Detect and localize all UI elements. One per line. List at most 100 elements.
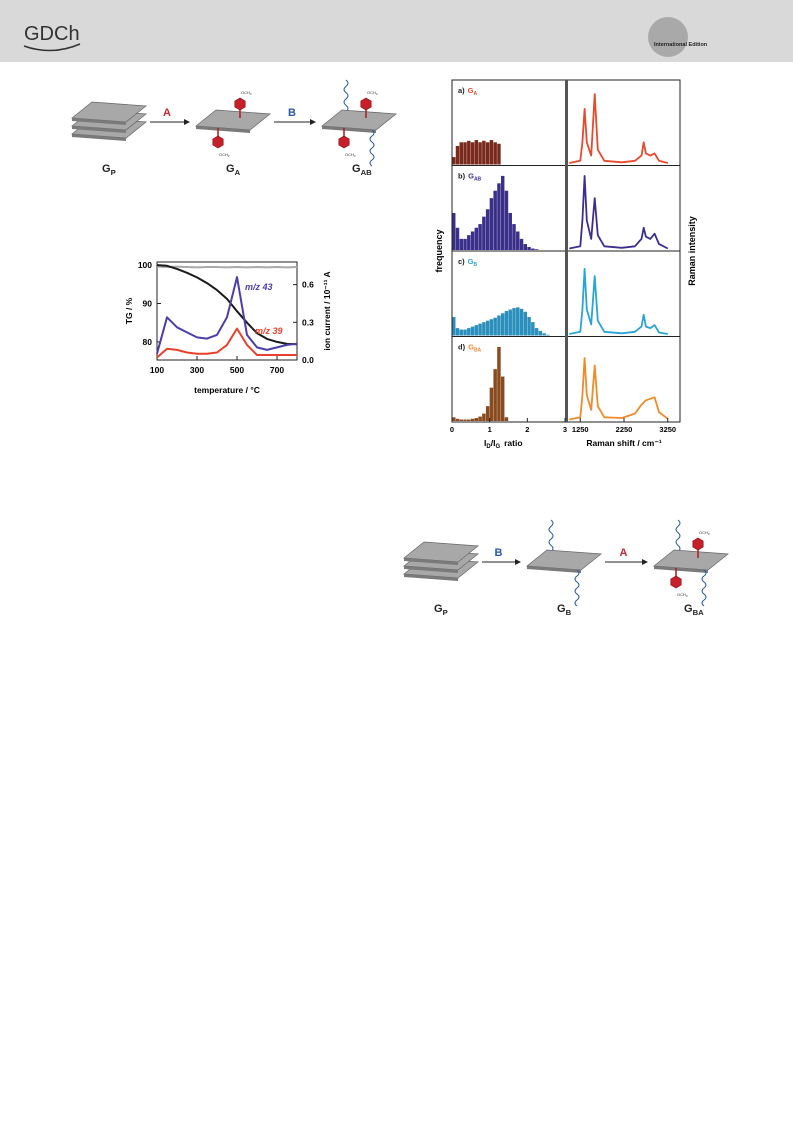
group-label: OCH3	[345, 152, 356, 158]
panel-g: G	[468, 86, 474, 95]
histogram-bar	[482, 413, 486, 421]
histogram-bar	[516, 307, 520, 336]
histogram-bar	[500, 376, 505, 421]
series-line	[156, 327, 297, 359]
x-tick-label: 500	[230, 365, 244, 375]
histogram-bar	[467, 328, 471, 336]
series-annotation: m/z 39	[255, 326, 283, 336]
raman-spectrum	[569, 267, 668, 335]
logo: GDCh	[24, 23, 80, 45]
node-label-sub: P	[111, 168, 116, 177]
group-label: OCH3	[219, 152, 230, 158]
histogram-bar	[523, 244, 528, 250]
histogram-bar	[485, 209, 490, 250]
aryl-ring	[692, 537, 704, 551]
alkyl-chain	[574, 569, 580, 607]
node-label: GA	[226, 163, 241, 177]
node-label-sub: AB	[361, 168, 373, 177]
histogram-bar	[493, 317, 497, 336]
panel-sub: A	[474, 91, 478, 97]
group-label: OCH3	[241, 90, 252, 96]
arrow-head	[310, 119, 316, 125]
y2-tick-label: 0.3	[302, 317, 314, 327]
node-label-sub: A	[235, 168, 241, 177]
histogram-bar	[482, 140, 486, 165]
node-label-main: G	[557, 603, 566, 615]
raman-spectrum	[569, 175, 669, 250]
group-label: OCH3	[699, 530, 710, 536]
raman-spectrum	[569, 93, 669, 164]
sheet-edge	[404, 574, 458, 581]
group-main: OCH	[241, 90, 250, 95]
histogram-bar	[474, 418, 479, 421]
histogram-bar	[534, 249, 539, 250]
group-main: OCH	[345, 152, 354, 157]
y-axis-label: TG / %	[124, 297, 134, 324]
group-label: OCH3	[367, 90, 378, 96]
histogram-bar	[534, 328, 539, 336]
group-sub: 3	[250, 92, 252, 96]
aryl-ring	[234, 97, 246, 111]
node-label-main: G	[684, 603, 693, 615]
sheet-edge	[322, 126, 376, 133]
series-annotation: m/z 43	[245, 282, 273, 292]
node-label-main: G	[226, 163, 235, 175]
x-axis-label-part: /I	[491, 438, 496, 448]
histogram-bar	[459, 419, 463, 421]
group-sub: 3	[708, 532, 710, 536]
node-label-sub: BA	[693, 608, 705, 617]
histogram-bar	[523, 311, 528, 336]
histogram-bar	[455, 328, 460, 336]
histogram-bar	[467, 419, 471, 421]
arrow-label: A	[620, 547, 628, 559]
series-line	[156, 276, 298, 354]
group-sub: 3	[376, 92, 378, 96]
histogram-bar	[459, 238, 463, 250]
histogram-bar	[455, 227, 460, 250]
x-tick-label: 3250	[659, 425, 676, 434]
histogram-bar	[508, 212, 512, 250]
histogram-bar	[497, 143, 501, 165]
x-tick-label: 1	[488, 425, 492, 434]
histogram-bar	[463, 419, 467, 421]
sheet-edge	[527, 566, 581, 573]
histogram-bar	[459, 142, 463, 165]
histogram-bar	[504, 417, 509, 421]
plot-frame	[156, 261, 298, 361]
histogram-bar	[474, 227, 479, 250]
raman-spectrum	[569, 357, 669, 421]
panel-label: d) GBA	[458, 343, 482, 354]
histogram-bar	[493, 369, 497, 421]
node-label-main: G	[102, 163, 111, 175]
histogram-bar	[504, 311, 509, 336]
histogram-bar	[493, 190, 497, 250]
node-label: GB	[557, 603, 572, 617]
panel-g: G	[468, 343, 474, 352]
group-sub: 3	[228, 154, 230, 158]
panel-sub: AB	[474, 177, 482, 183]
aryl-ring	[360, 97, 372, 111]
arrow-head	[184, 119, 190, 125]
histogram-bar	[474, 325, 479, 336]
histogram-bar	[512, 308, 516, 336]
histogram-bar	[470, 326, 475, 336]
histogram-bar	[512, 224, 516, 250]
panel-sub: B	[474, 262, 478, 268]
y2-tick-label: 0.0	[302, 355, 314, 365]
sheet-edge	[196, 126, 250, 133]
histogram-bar	[500, 313, 505, 336]
x-tick-label: 100	[150, 365, 164, 375]
node-label: GBA	[684, 603, 704, 617]
x-axis-label-sub: D	[486, 444, 491, 450]
group-label: OCH3	[677, 592, 688, 598]
histogram-bar	[452, 157, 456, 165]
panel-g: G	[468, 257, 474, 266]
histogram-bar	[470, 142, 475, 165]
edition-badge	[648, 17, 688, 57]
histogram-bar	[485, 142, 490, 165]
series-line	[156, 265, 298, 269]
histogram-bar	[455, 145, 460, 165]
node-label-main: G	[352, 163, 361, 175]
node-label: GP	[102, 163, 116, 177]
arrow-label: B	[495, 547, 503, 559]
